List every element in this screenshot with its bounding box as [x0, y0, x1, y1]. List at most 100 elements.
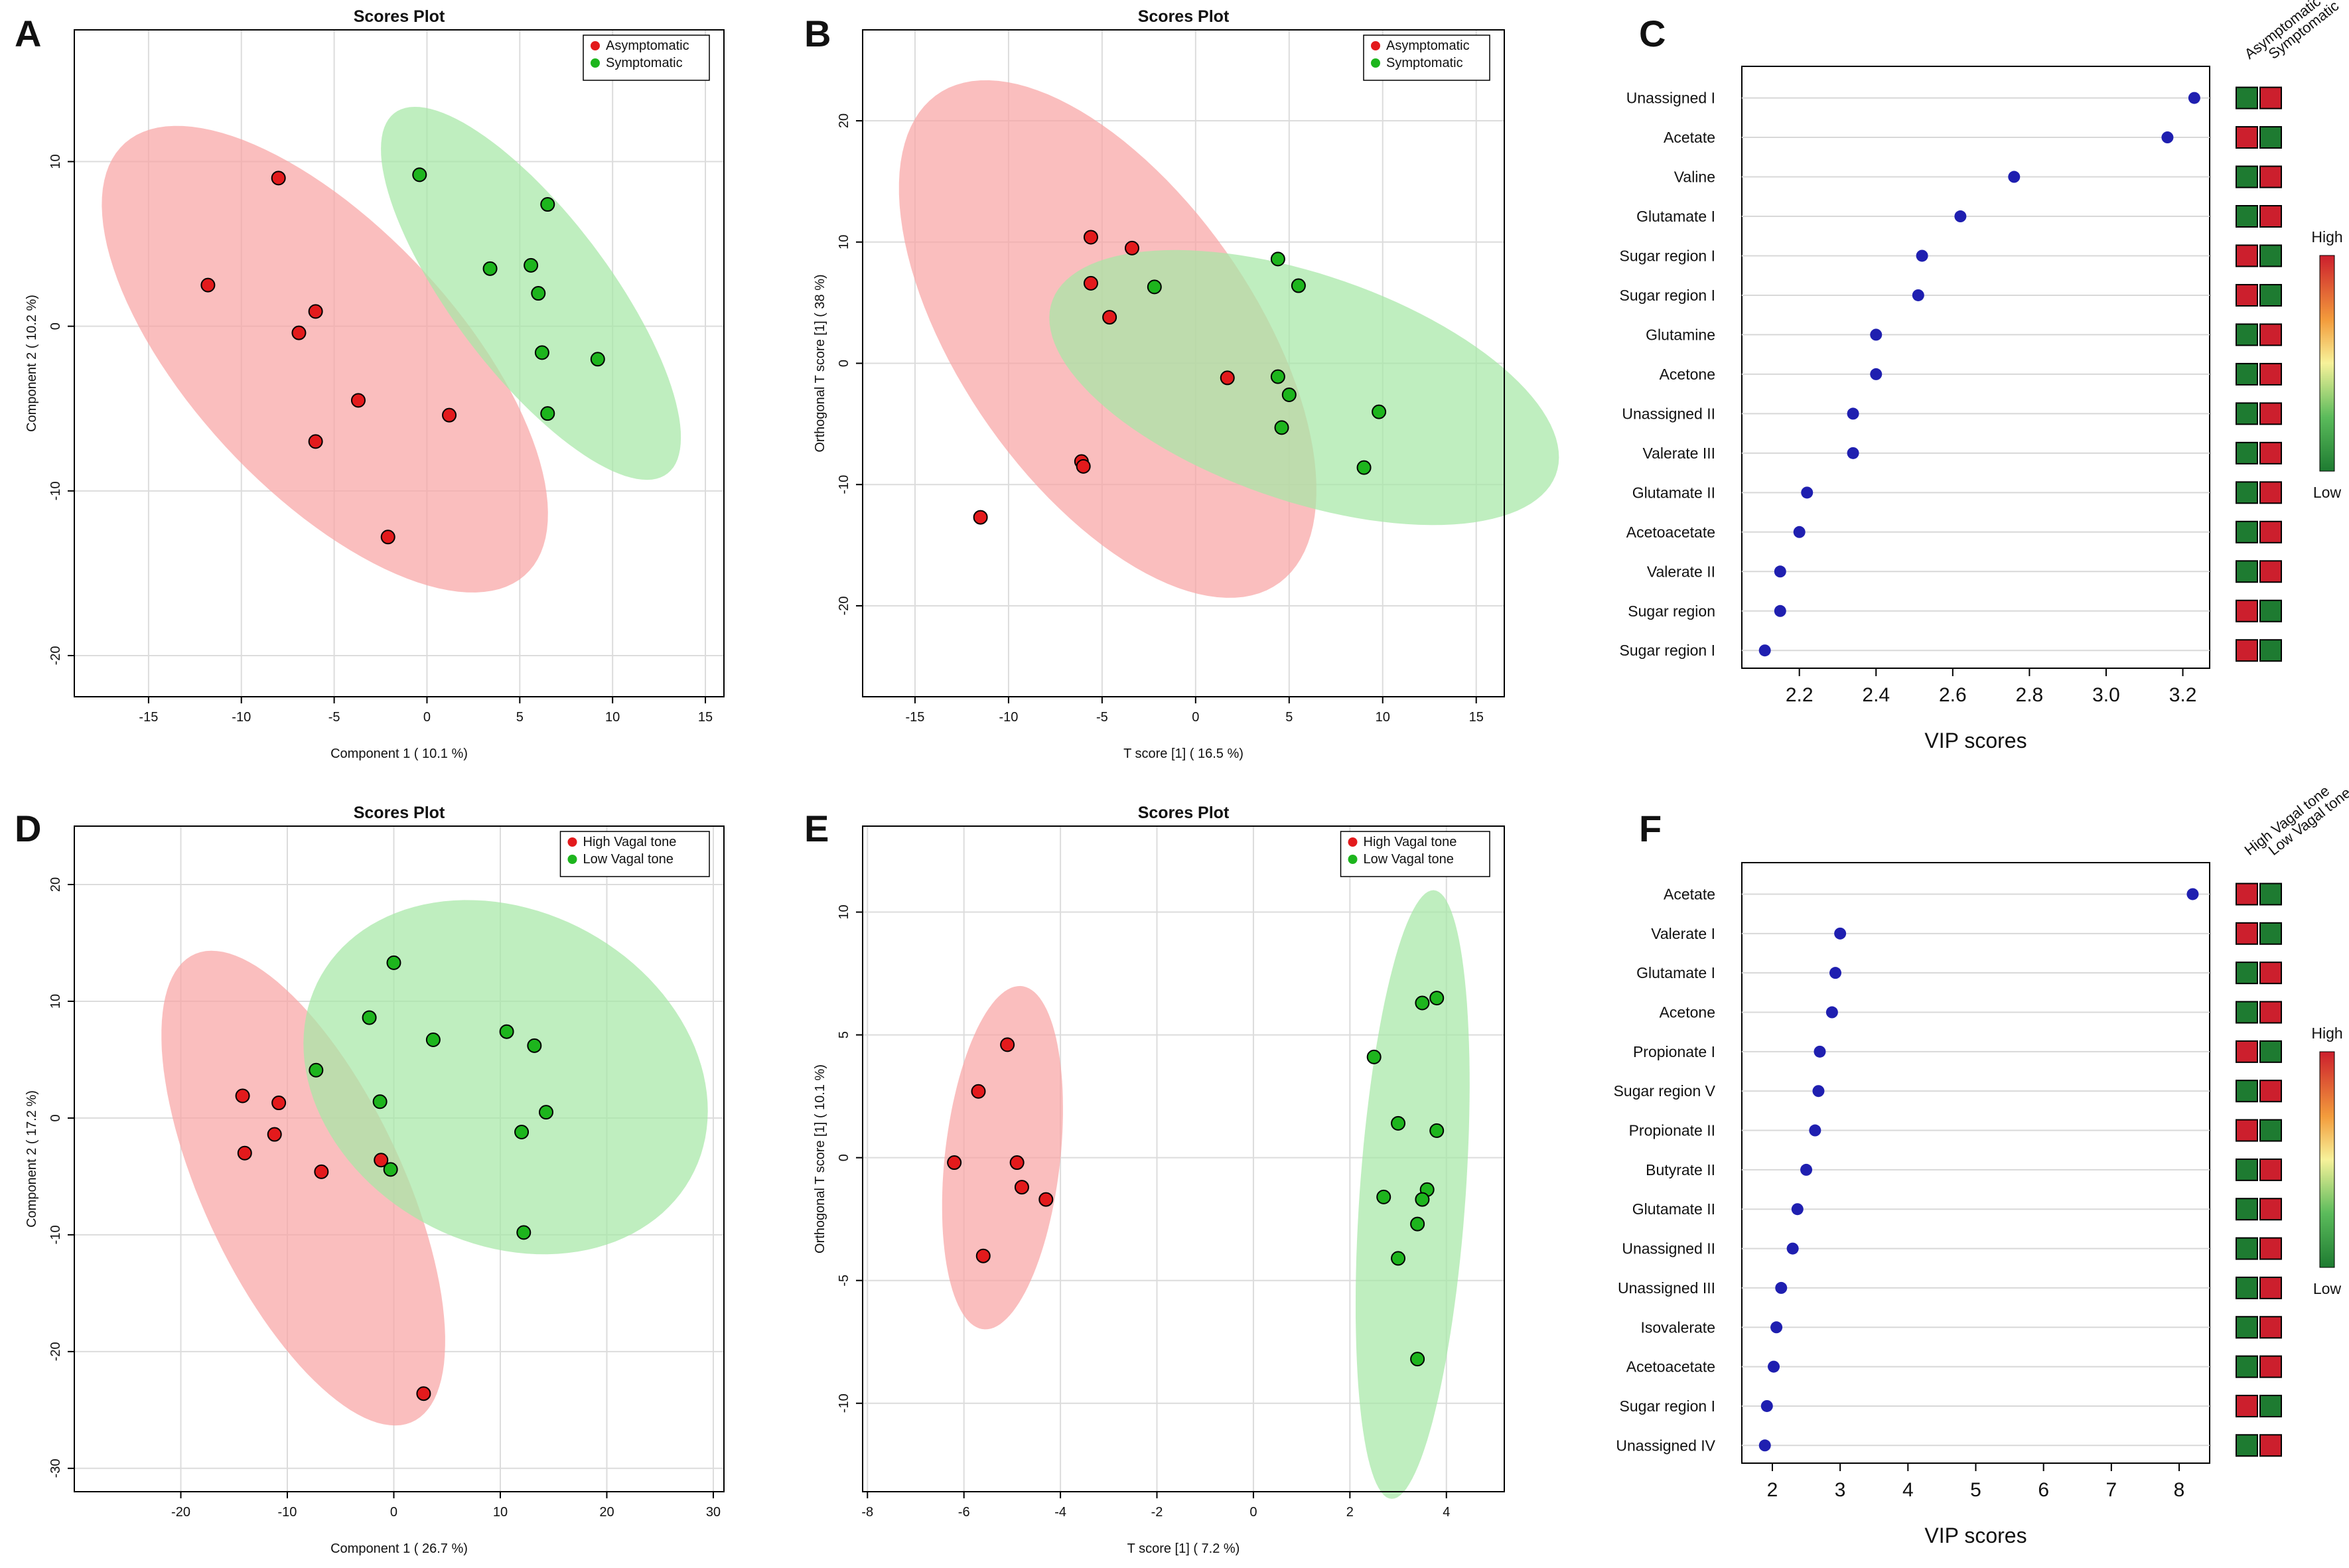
score-point-1	[1372, 404, 1387, 419]
colorbar-low-label: Low	[2313, 484, 2342, 501]
x-axis-label: Component 1 ( 10.1 %)	[330, 747, 468, 761]
score-point-0	[1102, 310, 1117, 325]
plot-frame	[1741, 66, 2210, 669]
heatmap-cell	[2259, 1394, 2282, 1417]
legend-marker-0	[567, 837, 577, 847]
x-tick-label: 7	[2106, 1479, 2117, 1501]
score-point-1	[372, 1094, 388, 1109]
x-tick-label: 15	[1469, 710, 1484, 725]
vip-point	[1825, 1006, 1838, 1019]
score-point-1	[425, 1033, 441, 1048]
y-tick-label: 10	[48, 154, 63, 169]
score-point-1	[516, 1225, 532, 1240]
colorbar-low-label: Low	[2313, 1280, 2342, 1297]
vip-point	[1758, 1439, 1771, 1452]
y-tick-label: 20	[837, 113, 851, 128]
vip-point	[2188, 92, 2200, 104]
feature-label: Sugar region I	[1620, 642, 1715, 659]
heatmap-cell	[2259, 402, 2282, 425]
heatmap-cell	[2236, 1276, 2258, 1299]
score-point-1	[412, 167, 427, 182]
legend-label: High Vagal tone	[1364, 835, 1457, 849]
x-tick-label: 5	[1970, 1479, 1981, 1501]
score-point-1	[1281, 388, 1297, 403]
feature-label: Unassigned II	[1622, 405, 1715, 422]
vip-point	[1800, 1163, 1813, 1176]
x-tick-label: -4	[1054, 1505, 1066, 1520]
x-tick-label: 8	[2174, 1479, 2185, 1501]
heatmap-cell	[2259, 165, 2282, 188]
heatmap-cell	[2236, 126, 2258, 149]
feature-label: Sugar region I	[1620, 247, 1715, 264]
y-axis-label: Component 2 ( 17.2 %)	[25, 1090, 39, 1228]
legend-label: Low Vagal tone	[583, 852, 674, 867]
heatmap-cell	[2259, 639, 2282, 662]
x-tick-label: 2	[1767, 1479, 1778, 1501]
score-point-0	[291, 325, 307, 340]
confidence-ellipse-1	[303, 900, 708, 1255]
legend-marker-1	[591, 58, 600, 68]
feature-label: Sugar region V	[1614, 1082, 1716, 1100]
y-tick-label: 0	[48, 1114, 63, 1121]
y-tick-label: 5	[837, 1031, 851, 1038]
feature-label: Propionate I	[1633, 1043, 1715, 1060]
heatmap-cell	[2259, 1198, 2282, 1221]
vip-point	[1758, 644, 1771, 657]
vip-point	[2186, 888, 2199, 900]
heatmap-cell	[2259, 441, 2282, 464]
legend-marker-0	[591, 41, 600, 50]
score-point-0	[1124, 240, 1139, 255]
y-tick-label: 0	[837, 360, 851, 367]
chart-title: Scores Plot	[1138, 804, 1230, 822]
heatmap-cell	[2259, 1316, 2282, 1339]
plot-frame	[74, 29, 725, 697]
x-tick-label: 0	[390, 1505, 397, 1520]
heatmap-cell	[2236, 1040, 2258, 1063]
score-point-0	[973, 510, 988, 525]
heatmap-cell	[2236, 1434, 2258, 1457]
score-point-1	[1270, 369, 1285, 384]
score-point-0	[271, 171, 286, 186]
feature-label: Glutamate II	[1632, 484, 1715, 501]
score-point-1	[1356, 460, 1372, 475]
vip-point	[1775, 1281, 1788, 1294]
feature-label: Acetate	[1664, 129, 1715, 146]
heatmap-cell	[2236, 283, 2258, 307]
x-tick-label: 0	[1249, 1505, 1257, 1520]
heatmap-cell	[2259, 962, 2282, 985]
heatmap-cell	[2259, 1158, 2282, 1181]
vip-point	[1812, 1085, 1825, 1098]
score-point-0	[235, 1088, 250, 1104]
heatmap-cell	[2259, 323, 2282, 346]
x-tick-label: -5	[1096, 710, 1108, 725]
panel-a-scatter: A Scores Plot -15 -10 -5 0 5 10 15 -20 -10 0 10 Compo…	[15, 7, 725, 761]
score-point-1	[383, 1162, 398, 1177]
score-point-0	[1083, 275, 1098, 291]
vip-point	[1774, 565, 1786, 578]
colorbar-high-label: High	[2311, 1025, 2342, 1042]
score-point-0	[308, 434, 323, 449]
vip-point	[1847, 407, 1859, 420]
heatmap-cell	[2236, 1316, 2258, 1339]
score-point-0	[308, 304, 323, 319]
vip-point	[2008, 171, 2021, 183]
heatmap-cell	[2236, 883, 2258, 906]
score-point-0	[1038, 1192, 1054, 1207]
y-tick-label: -10	[48, 1225, 63, 1244]
score-point-1	[309, 1062, 324, 1078]
vip-point	[1791, 1203, 1804, 1216]
score-point-0	[1014, 1180, 1029, 1195]
score-point-1	[540, 197, 555, 212]
x-tick-label: 5	[516, 710, 524, 725]
score-point-1	[1410, 1216, 1425, 1232]
legend-box	[583, 35, 710, 81]
y-tick-label: -5	[837, 1275, 851, 1287]
feature-label: Valerate III	[1642, 445, 1715, 462]
x-tick-label: 2	[1346, 1505, 1354, 1520]
x-tick-label: -6	[958, 1505, 970, 1520]
x-tick-label: 30	[706, 1505, 721, 1520]
x-tick-label: -10	[278, 1505, 297, 1520]
y-axis-label: Orthogonal T score [1] ( 38 %)	[813, 274, 827, 452]
vip-point	[2161, 131, 2174, 144]
score-point-1	[1391, 1115, 1406, 1131]
